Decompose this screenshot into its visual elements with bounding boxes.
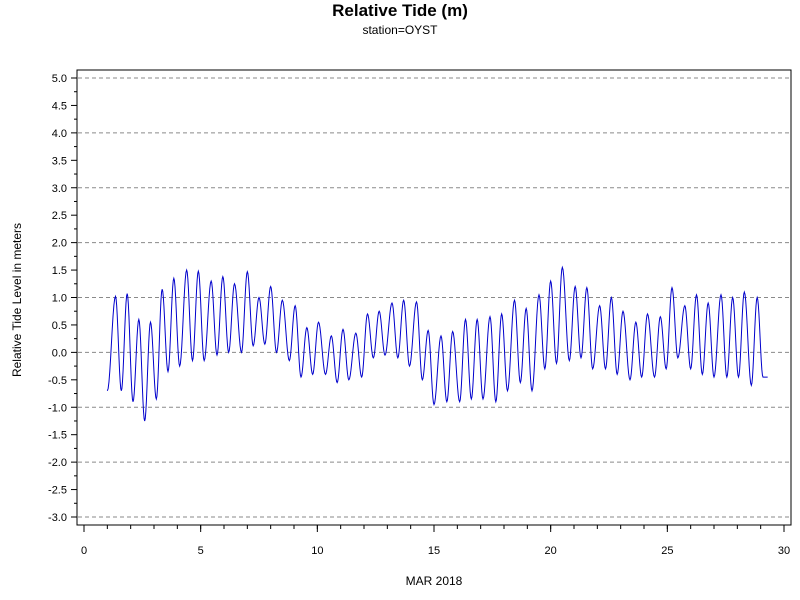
tide-series-line [106, 265, 768, 422]
x-tick-label: 10 [311, 545, 323, 557]
x-tick-label: 5 [198, 545, 204, 557]
y-tick-label: 4.5 [52, 100, 67, 112]
chart-title: Relative Tide (m) [332, 1, 468, 20]
x-axis: 0 5 10 15 20 25 30 [81, 525, 790, 557]
x-tick-label: 20 [545, 545, 557, 557]
y-tick-label: -2.5 [48, 485, 67, 497]
y-tick-label: -3.0 [48, 512, 67, 524]
grid-lines [78, 77, 790, 518]
y-tick-label: -0.5 [48, 375, 67, 387]
x-tick-label: 25 [661, 545, 673, 557]
y-tick-label: 3.0 [52, 183, 67, 195]
y-tick-label: 0.0 [52, 347, 67, 359]
x-tick-label: 15 [428, 545, 440, 557]
y-tick-label: -2.0 [48, 457, 67, 469]
chart-subtitle: station=OYST [362, 23, 438, 37]
y-tick-label: -1.5 [48, 430, 67, 442]
y-tick-label: 1.0 [52, 293, 67, 305]
x-tick-label: 30 [778, 545, 790, 557]
y-tick-label: 2.0 [52, 238, 67, 250]
y-tick-label: 5.0 [52, 73, 67, 85]
y-axis: 5.0 4.5 4.0 3.5 3.0 2.5 2.0 1.5 1.0 0.5 0.0 -0.5 -1.… [48, 73, 77, 524]
x-axis-label: MAR 2018 [406, 574, 463, 588]
y-tick-label: 2.5 [52, 210, 67, 222]
y-axis-label: Relative Tide Level in meters [10, 223, 24, 377]
y-tick-label: 0.5 [52, 320, 67, 332]
y-tick-label: -1.0 [48, 402, 67, 414]
y-tick-label: 1.5 [52, 265, 67, 277]
y-tick-label: 3.5 [52, 155, 67, 167]
y-tick-label: 4.0 [52, 128, 67, 140]
x-tick-label: 0 [81, 545, 87, 557]
